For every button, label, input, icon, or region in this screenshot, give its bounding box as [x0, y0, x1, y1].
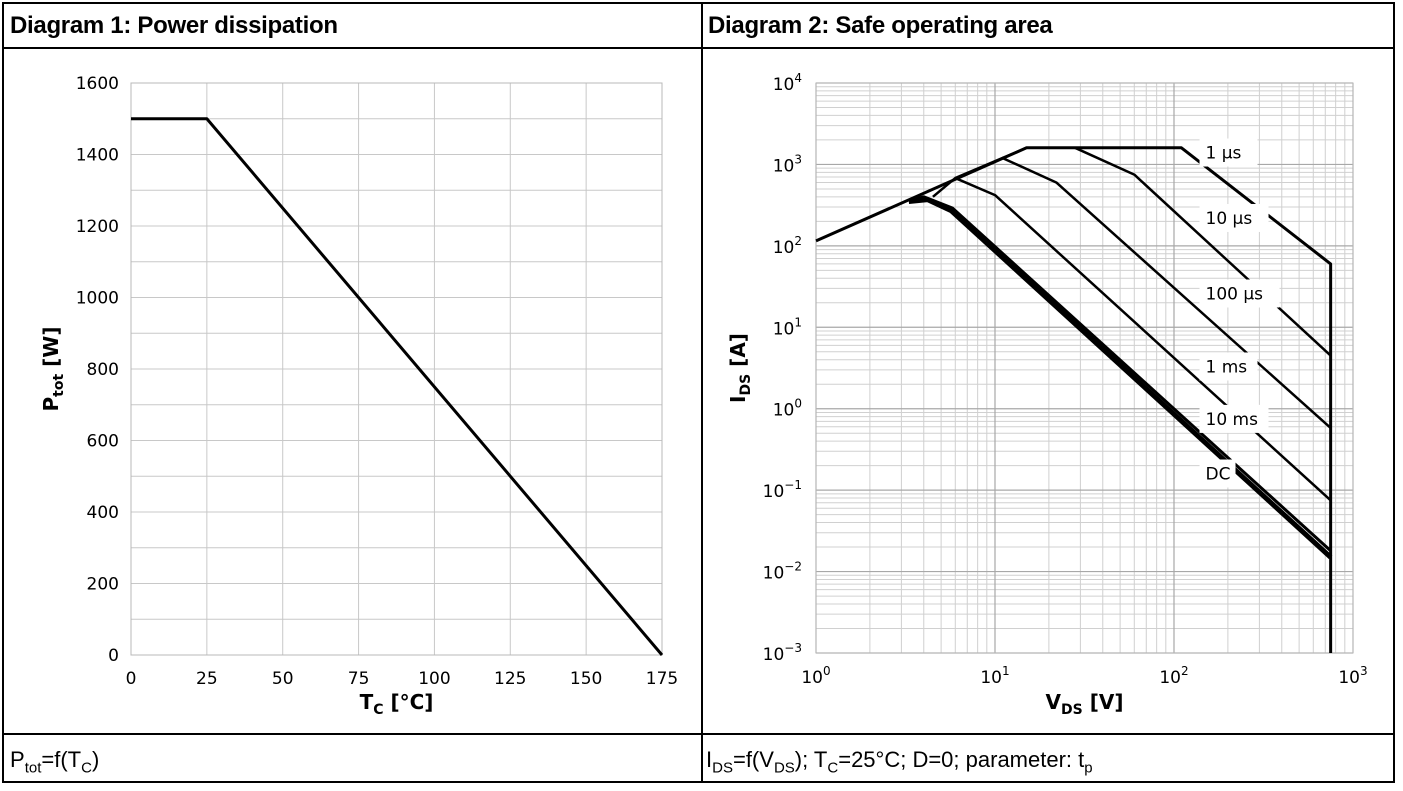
diagram1-caption-part: P — [10, 747, 25, 772]
x-tick-label: 150 — [570, 669, 602, 689]
diagram2-caption-part: DS — [712, 759, 733, 777]
curve-label-bg — [1199, 459, 1236, 488]
soa-curve — [932, 176, 1332, 502]
power-dissipation-chart: 0 25 50 75 100 125 150 175 0 200 400 600 800 1000 1200… — [39, 74, 678, 718]
y-tick-label: 10−3 — [763, 641, 802, 665]
diagram2-title: Diagram 2: Safe operating area — [708, 12, 1053, 39]
soa-curve — [1001, 146, 1332, 357]
x-tick-label: 125 — [494, 669, 526, 689]
curve-label: 10 ms — [1206, 410, 1259, 430]
y-tick-label: 104 — [773, 71, 802, 95]
curve-label-bg — [1199, 279, 1280, 308]
curve-label: 1 ms — [1206, 357, 1248, 377]
diagram2-caption-part: C — [827, 759, 839, 777]
diagram2-caption-part: =f(V — [732, 747, 774, 772]
x-tick-label: 100 — [801, 664, 830, 688]
plot-area — [815, 82, 1354, 654]
y-tick-label: 200 — [87, 575, 119, 595]
diagram1-title: Diagram 1: Power dissipation — [10, 12, 338, 39]
soa-curve — [908, 197, 1333, 560]
x-tick-label: 50 — [272, 669, 294, 689]
curve-label-bg — [1199, 138, 1258, 167]
curve-label: 1 µs — [1206, 144, 1242, 164]
x-tick-label: 25 — [196, 669, 218, 689]
x-tick-label: 0 — [126, 669, 137, 689]
y-tick-label: 1600 — [76, 74, 119, 94]
diagram2-caption-part: ); T — [794, 747, 828, 772]
y-tick-label: 100 — [773, 397, 802, 421]
curve-label: 100 µs — [1206, 284, 1264, 304]
curve-label: DC — [1206, 465, 1231, 485]
y-tick-label: 1000 — [76, 289, 119, 309]
x-tick-label: 102 — [1159, 664, 1188, 688]
diagram1-caption-part: tot — [24, 759, 42, 777]
power-curve — [131, 117, 664, 656]
y-tick-label: 101 — [773, 315, 802, 339]
x-tick-label: 75 — [348, 669, 370, 689]
y-tick-label: 102 — [773, 234, 802, 258]
x-axis-label: TC [°C] — [360, 690, 434, 718]
y-tick-label: 400 — [87, 503, 119, 523]
column-divider — [701, 2, 703, 783]
curve-label-bg — [1199, 352, 1258, 381]
x-tick-label: 100 — [418, 669, 450, 689]
diagram1-caption-part: =f(T — [41, 747, 82, 772]
soa-curve — [954, 156, 1332, 429]
diagram2-caption-part: p — [1084, 759, 1093, 777]
y-tick-label: 800 — [87, 360, 119, 380]
y-tick-label: 0 — [108, 646, 119, 666]
diagram2-caption-part: =25°C; D=0; parameter: t — [838, 747, 1085, 772]
diagram2-caption-part: DS — [773, 759, 795, 777]
x-axis-label: VDS [V] — [1046, 690, 1124, 718]
y-tick-label: 103 — [773, 152, 802, 176]
y-axis-label: Ptot [W] — [39, 327, 67, 412]
x-tick-label: 101 — [980, 664, 1009, 688]
diagram2-caption-part: I — [706, 747, 713, 772]
y-axis-label: IDS [A] — [726, 333, 754, 403]
y-tick-label: 1400 — [76, 146, 119, 166]
header-divider — [2, 47, 1395, 49]
diagram1-caption: Ptot=f(TC) — [10, 737, 99, 781]
plot-area — [130, 82, 663, 656]
y-tick-label: 600 — [87, 432, 119, 452]
safe-operating-area-chart: 100 101 102 103 10−3 10−2 10−1 100 101 102 103 104 1… — [726, 71, 1368, 718]
x-tick-label: 103 — [1338, 664, 1367, 688]
curve-label-bg — [1199, 404, 1269, 433]
y-tick-label: 10−1 — [763, 478, 802, 502]
y-tick-label: 10−2 — [763, 560, 802, 584]
curve-label-bg — [1199, 203, 1269, 232]
diagram1-caption-part: ) — [91, 747, 100, 772]
x-tick-label: 175 — [646, 669, 678, 689]
caption-divider — [2, 733, 1395, 735]
y-tick-label: 1200 — [76, 217, 119, 237]
diagram2-caption: IDS=f(VDS); TC=25°C; D=0; parameter: tp — [706, 737, 1093, 781]
diagram1-caption-part: C — [81, 759, 92, 777]
curve-label: 10 µs — [1206, 209, 1253, 229]
